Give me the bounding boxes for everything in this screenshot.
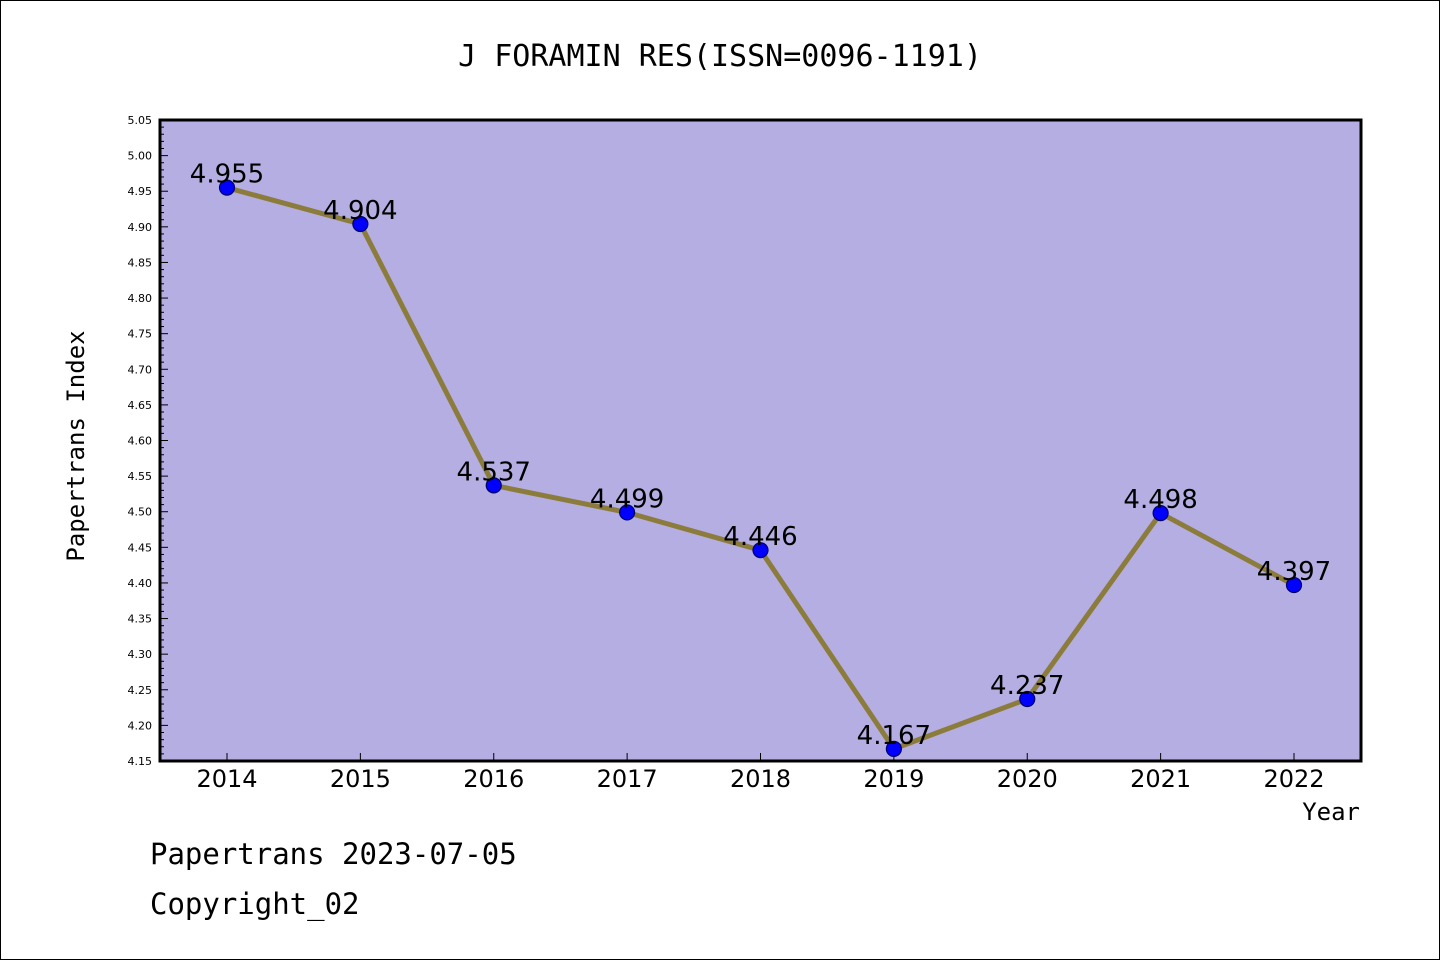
- x-tick-label: 2021: [1130, 765, 1191, 793]
- y-axis-label: Papertrans Index: [62, 330, 90, 561]
- data-point: [352, 215, 369, 233]
- data-label: 4.167: [857, 721, 931, 751]
- data-label: 4.499: [590, 484, 664, 514]
- y-tick-label: 5.00: [128, 150, 153, 163]
- footer-copyright: Copyright_02: [150, 887, 360, 922]
- x-tick-label: 2019: [863, 765, 924, 793]
- x-axis-ticks: 2014 2015 2016 2017 2018 2019 2020 2021 2022: [196, 753, 1325, 793]
- data-point: [485, 477, 502, 494]
- y-tick-label: 4.25: [128, 684, 153, 697]
- data-label: 4.955: [190, 160, 264, 190]
- x-axis-label: Year: [1302, 798, 1360, 826]
- data-point: [1285, 576, 1303, 594]
- y-tick-label: 4.40: [128, 577, 153, 590]
- y-tick-label: 4.90: [128, 221, 153, 234]
- y-tick-label: 4.60: [128, 435, 153, 448]
- y-tick-label: 4.15: [128, 755, 153, 768]
- y-tick-label: 5.05: [128, 114, 153, 127]
- plot-border: [158, 118, 1363, 763]
- data-point: [885, 740, 902, 757]
- data-label: 4.397: [1257, 557, 1331, 587]
- y-tick-label: 4.80: [128, 292, 153, 305]
- data-label: 4.537: [457, 457, 531, 487]
- y-tick-label: 4.95: [128, 185, 153, 198]
- y-tick-label: 4.55: [128, 470, 153, 483]
- y-axis-ticks: 4.15 4.20 4.25 4.30 4.35 4.40 4.45 4.50 4.55 4.60…: [128, 114, 168, 768]
- x-tick-label: 2017: [597, 765, 658, 793]
- y-tick-label: 4.65: [128, 399, 153, 412]
- data-point: [218, 179, 236, 196]
- y-tick-label: 4.85: [128, 256, 153, 269]
- x-tick-label: 2016: [463, 765, 524, 793]
- data-point: [1019, 690, 1036, 708]
- data-label: 4.498: [1123, 485, 1197, 515]
- data-point: [752, 542, 769, 559]
- x-tick-label: 2014: [196, 765, 257, 793]
- y-tick-label: 4.75: [128, 328, 153, 341]
- y-tick-label: 4.35: [128, 613, 153, 626]
- data-label: 4.904: [323, 196, 397, 226]
- footer-source-date: Papertrans 2023-07-05: [150, 837, 517, 871]
- data-labels: 4.955 4.904 4.537 4.499 4.446 4.167 4.237 4.498…: [190, 160, 1331, 751]
- x-tick-label: 2015: [330, 765, 391, 793]
- y-tick-label: 4.20: [128, 719, 153, 732]
- series-markers: [218, 179, 1303, 757]
- y-tick-label: 4.45: [128, 541, 153, 554]
- data-point: [1152, 505, 1169, 522]
- data-label: 4.237: [990, 671, 1064, 701]
- x-tick-label: 2022: [1263, 765, 1324, 793]
- x-tick-label: 2020: [997, 765, 1058, 793]
- chart-title: J FORAMIN RES(ISSN=0096-1191): [458, 39, 982, 74]
- data-label: 4.446: [723, 522, 797, 552]
- y-tick-label: 4.70: [128, 363, 153, 376]
- x-tick-label: 2018: [730, 765, 791, 793]
- y-tick-label: 4.50: [128, 506, 153, 519]
- data-point: [619, 504, 636, 521]
- y-tick-label: 4.30: [128, 648, 153, 661]
